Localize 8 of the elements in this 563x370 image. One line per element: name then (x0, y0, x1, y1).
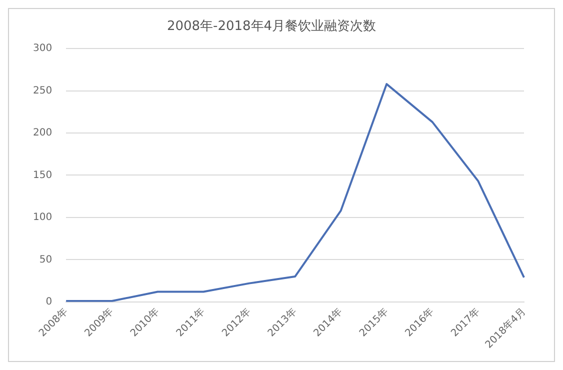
y-tick-label: 250 (32, 85, 52, 96)
y-tick-label: 150 (32, 170, 52, 181)
y-tick-label: 200 (32, 128, 52, 139)
y-tick-label: 0 (46, 296, 52, 308)
y-tick-label: 300 (32, 43, 52, 54)
chart-title: 2008年-2018年4月餐饮业融资次数 (166, 19, 376, 34)
y-tick-label: 50 (39, 254, 52, 266)
y-tick-label: 100 (32, 212, 52, 224)
